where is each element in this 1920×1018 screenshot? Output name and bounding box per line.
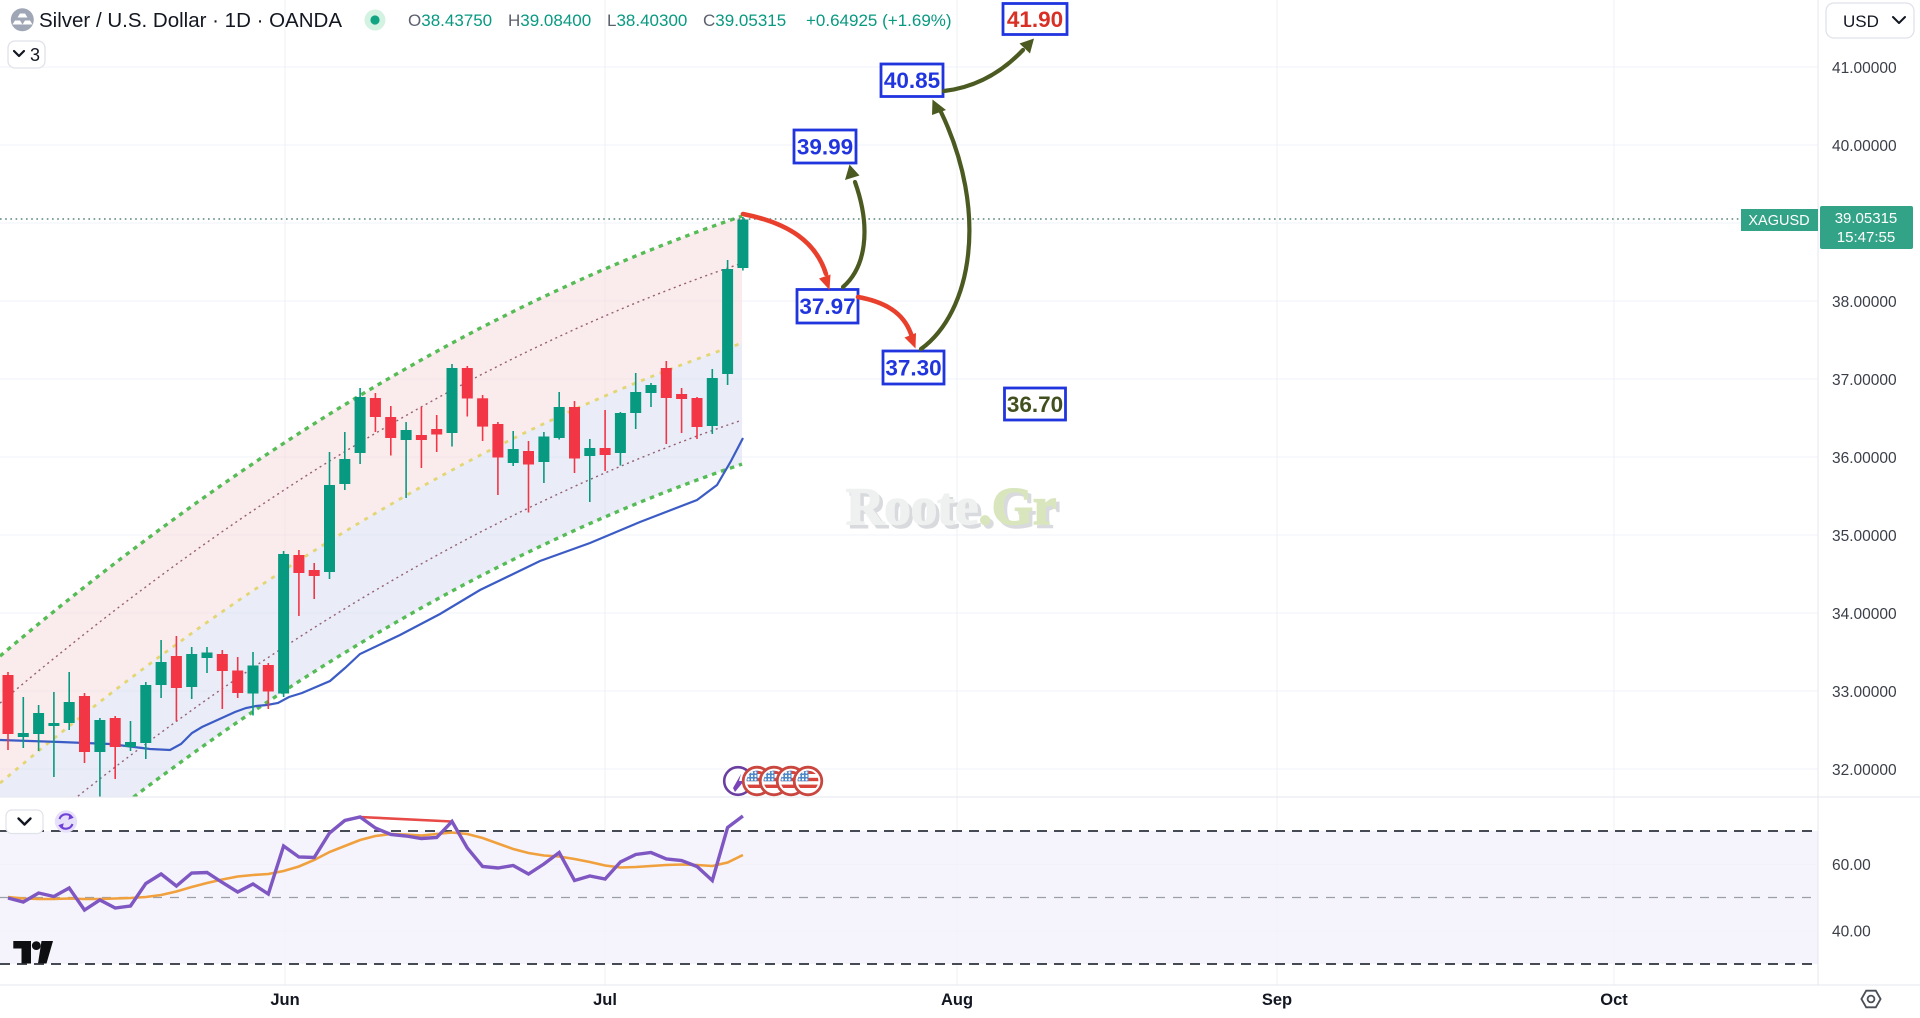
svg-text:C39.05315: C39.05315 (703, 11, 786, 30)
svg-text:15:47:55: 15:47:55 (1837, 229, 1895, 246)
svg-text:Jun: Jun (270, 991, 299, 1009)
svg-text:60.00: 60.00 (1832, 857, 1871, 874)
svg-text:36.00000: 36.00000 (1832, 450, 1897, 467)
svg-text:Oct: Oct (1600, 991, 1628, 1009)
svg-text:37.97: 37.97 (799, 294, 855, 319)
svg-text:40.85: 40.85 (884, 68, 940, 93)
svg-text:36.70: 36.70 (1007, 392, 1063, 417)
svg-text:37.00000: 37.00000 (1832, 372, 1897, 389)
svg-text:35.00000: 35.00000 (1832, 528, 1897, 545)
svg-text:H39.08400: H39.08400 (508, 11, 591, 30)
svg-text:USD: USD (1843, 12, 1879, 31)
svg-text:+0.64925 (+1.69%): +0.64925 (+1.69%) (806, 11, 952, 30)
svg-text:Aug: Aug (941, 991, 973, 1009)
svg-text:Jul: Jul (593, 991, 617, 1009)
svg-text:39.05315: 39.05315 (1835, 210, 1898, 227)
svg-text:34.00000: 34.00000 (1832, 606, 1897, 623)
svg-text:39.99: 39.99 (797, 135, 853, 160)
svg-text:Roote.Gr: Roote.Gr (846, 478, 1056, 536)
svg-text:41.00000: 41.00000 (1832, 60, 1897, 77)
svg-text:40.00: 40.00 (1832, 924, 1871, 941)
svg-text:38.00000: 38.00000 (1832, 294, 1897, 311)
svg-text:Roote.Gr: Roote.Gr (850, 482, 1060, 540)
svg-text:33.00000: 33.00000 (1832, 684, 1897, 701)
svg-text:O38.43750: O38.43750 (408, 11, 492, 30)
svg-text:XAGUSD: XAGUSD (1748, 213, 1809, 229)
svg-text:37.30: 37.30 (885, 356, 941, 381)
svg-text:L38.40300: L38.40300 (607, 11, 687, 30)
svg-text:41.90: 41.90 (1007, 7, 1063, 32)
svg-text:40.00000: 40.00000 (1832, 138, 1897, 155)
svg-text:Sep: Sep (1262, 991, 1292, 1009)
svg-text:32.00000: 32.00000 (1832, 762, 1897, 779)
svg-text:Silver / U.S. Dollar · 1D · OA: Silver / U.S. Dollar · 1D · OANDA (39, 9, 342, 32)
svg-text:3: 3 (30, 45, 40, 65)
